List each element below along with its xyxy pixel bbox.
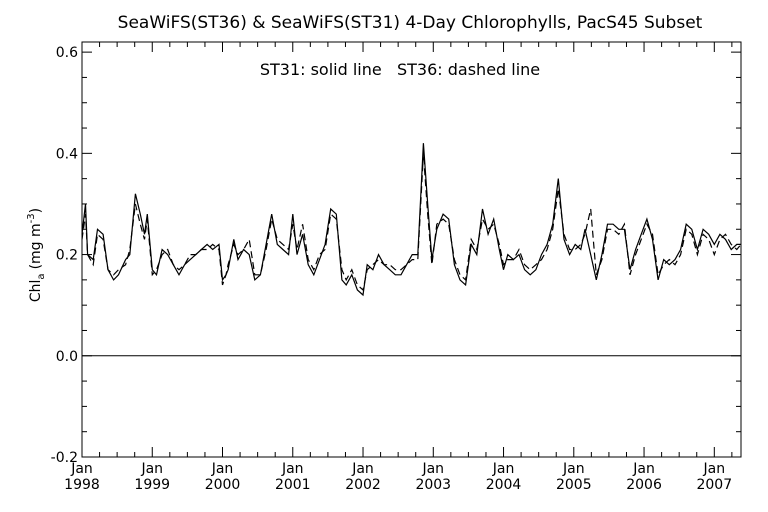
y-tick-label: 0.6 [56, 45, 78, 61]
plot-area: -0.20.00.20.40.6Jan1998Jan1999Jan2000Jan… [51, 41, 742, 493]
x-tick-year-label: 1998 [64, 477, 100, 493]
x-tick-year-label: 2007 [696, 477, 732, 493]
x-tick-month-label: Jan [632, 461, 655, 477]
series-style-annotation: ST31: solid line ST36: dashed line [260, 60, 540, 79]
x-tick-month-label: Jan [703, 461, 726, 477]
y-tick-label: 0.4 [56, 146, 78, 162]
y-label-unit: (mg m [28, 223, 44, 269]
x-tick-month-label: Jan [351, 461, 374, 477]
x-tick-month-label: Jan [211, 461, 234, 477]
y-label-subscript: a [36, 273, 47, 279]
x-tick-month-label: Jan [281, 461, 304, 477]
x-tick-month-label: Jan [421, 461, 444, 477]
x-tick-year-label: 2004 [486, 477, 522, 493]
x-tick-year-label: 2001 [275, 477, 311, 493]
x-tick-year-label: 2005 [556, 477, 592, 493]
y-axis-label: Chla (mg m-3) [26, 208, 47, 302]
x-tick-month-label: Jan [70, 461, 93, 477]
x-tick-month-label: Jan [562, 461, 585, 477]
y-label-unit-superscript: -3 [26, 213, 37, 223]
x-tick-year-label: 1999 [134, 477, 170, 493]
y-tick-label: -0.2 [51, 450, 78, 466]
plot-frame [81, 41, 742, 458]
y-label-main: Chl [28, 280, 44, 303]
x-tick-year-label: 2000 [205, 477, 241, 493]
x-tick-year-label: 2003 [415, 477, 451, 493]
chart-title: SeaWiFS(ST36) & SeaWiFS(ST31) 4-Day Chlo… [118, 13, 703, 33]
x-tick-month-label: Jan [140, 461, 163, 477]
y-label-unit-close: ) [28, 208, 44, 213]
x-tick-year-label: 2006 [626, 477, 662, 493]
series-line-st31 [81, 143, 741, 297]
y-tick-label: 0.2 [56, 248, 78, 264]
series-line-st36 [81, 153, 742, 292]
y-tick-label: 0.0 [56, 349, 78, 365]
x-tick-month-label: Jan [492, 461, 515, 477]
x-tick-year-label: 2002 [345, 477, 381, 493]
